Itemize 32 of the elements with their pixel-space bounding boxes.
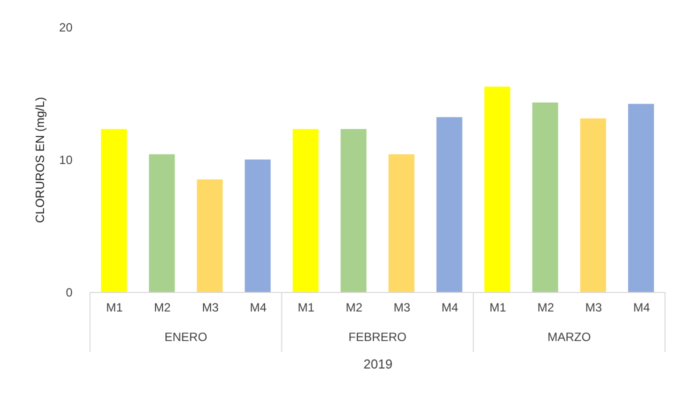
x-tick-label: M1: [489, 300, 506, 314]
text: FEBRERO: [348, 330, 407, 344]
text: ENERO: [164, 330, 208, 344]
bar: [436, 117, 462, 292]
x-tick-label: M4: [633, 300, 650, 314]
bar: [532, 102, 558, 292]
bar: [580, 118, 606, 292]
bar: [628, 104, 654, 292]
x-tick-label: M2: [346, 300, 363, 314]
y-tick-label: 20: [59, 20, 73, 34]
x-tick-label: M3: [394, 300, 411, 314]
bar: [196, 179, 223, 292]
x-tick-label: M1: [106, 300, 124, 314]
bar: [484, 86, 510, 292]
x-tick-label: M2: [154, 300, 172, 314]
bar: [244, 160, 271, 292]
y-tick-label: 0: [66, 286, 73, 300]
x-tick-label: M4: [442, 300, 459, 314]
bar: [340, 129, 366, 292]
x-tick-label: M3: [585, 300, 602, 314]
x-tick-label: M1: [298, 300, 315, 314]
bar: [148, 154, 175, 292]
bar: [388, 154, 414, 292]
y-axis-title: CLORUROS EN (mg/L): [33, 96, 48, 224]
text: MARZO: [547, 330, 591, 344]
x-tick-label: M4: [250, 300, 267, 314]
bar: [101, 129, 127, 292]
y-tick-label: 10: [59, 153, 73, 167]
x-axis-title: 2019: [364, 356, 392, 372]
x-tick-label: M2: [537, 300, 554, 314]
bar: [292, 129, 319, 292]
x-tick-label: M3: [202, 300, 219, 314]
